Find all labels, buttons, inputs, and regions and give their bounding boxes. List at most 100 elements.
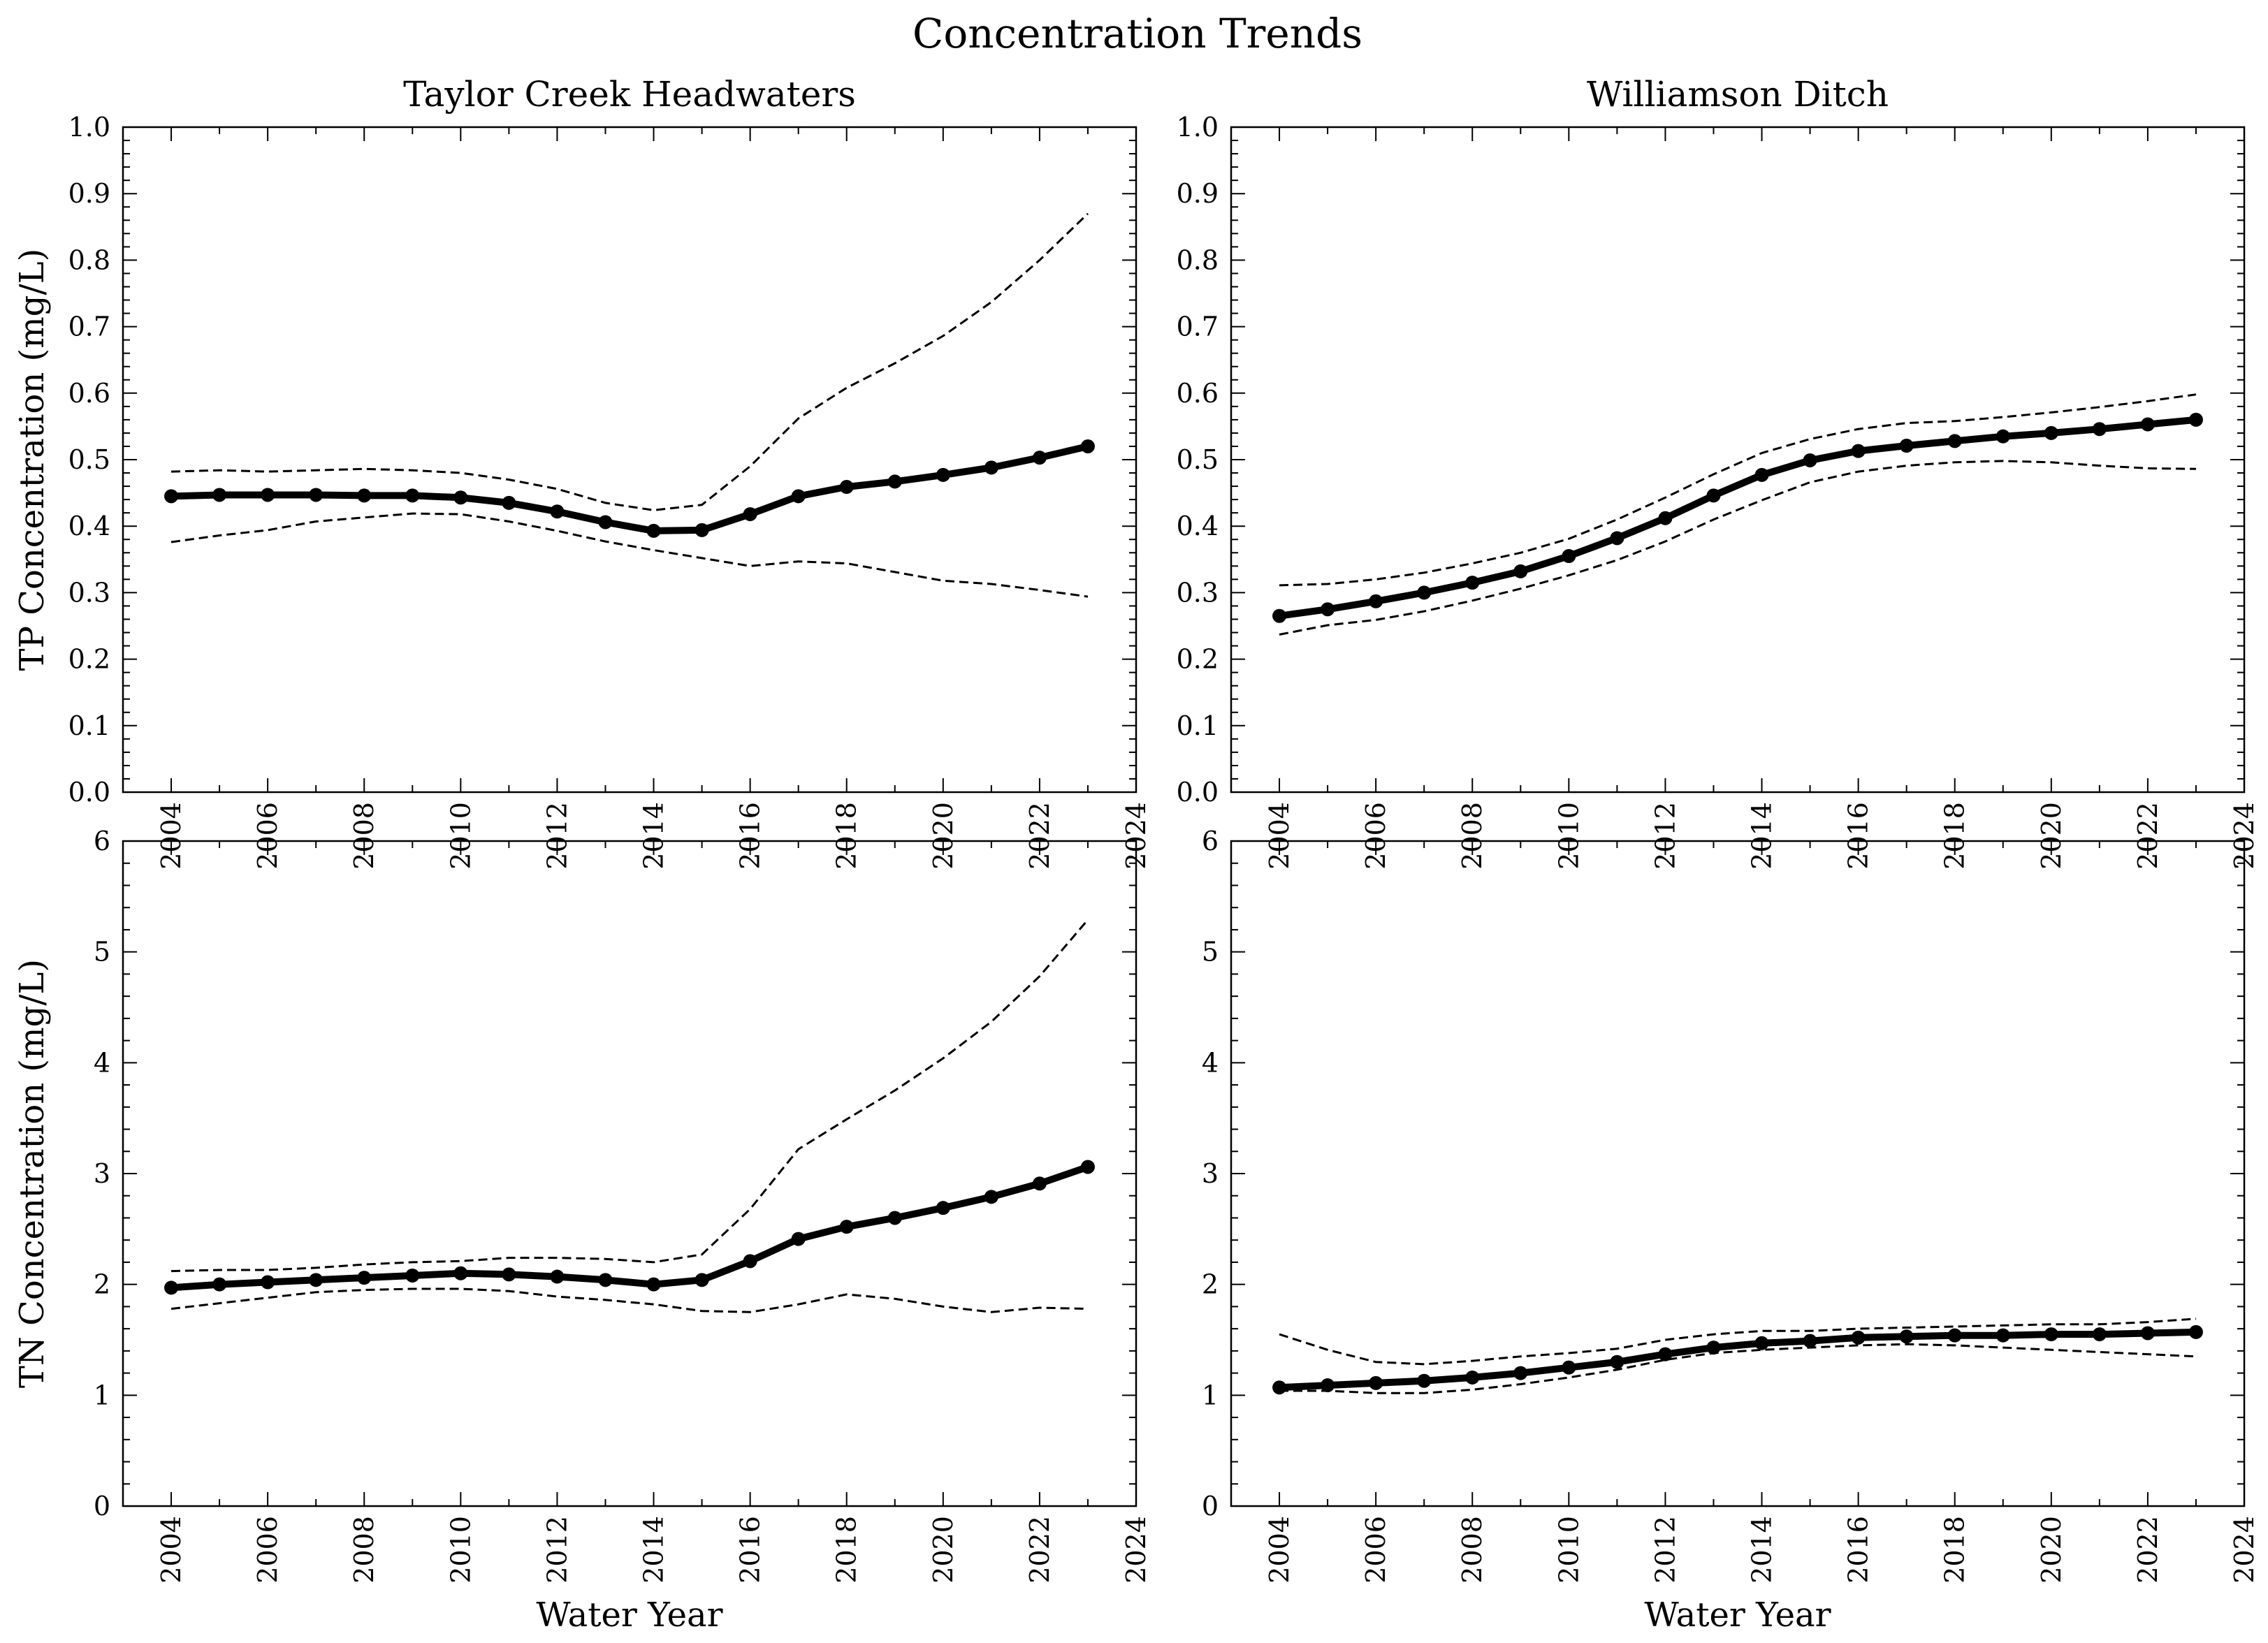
tp-taylor-creek-mean-point — [1080, 439, 1095, 453]
tp-taylor-creek-y-tick-label: 0.3 — [68, 577, 110, 608]
tn-williamson-ditch-y-tick-label: 2 — [1202, 1269, 1219, 1300]
tp-taylor-creek-mean-point — [405, 488, 420, 503]
tn-williamson-ditch-mean-point — [1417, 1373, 1432, 1388]
tp-williamson-ditch-x-tick-label: 2010 — [1553, 802, 1584, 870]
tn-taylor-creek-y-axis-label: TN Concentration (mg/L) — [13, 959, 52, 1388]
tp-williamson-ditch-y-tick-label: 0.4 — [1177, 511, 1219, 541]
tn-taylor-creek-mean-point — [743, 1254, 757, 1269]
tp-williamson-ditch-mean-point — [1706, 488, 1721, 503]
tn-williamson-ditch-mean-point — [1706, 1341, 1721, 1355]
tn-williamson-ditch-upper-ci-line — [1279, 1317, 2197, 1366]
tp-taylor-creek-mean-point — [1032, 451, 1047, 465]
tn-taylor-creek-mean-point — [984, 1190, 998, 1204]
tp-williamson-ditch-x-tick-label: 2004 — [1264, 802, 1295, 870]
tp-williamson-ditch-mean-point — [1513, 564, 1528, 578]
tp-taylor-creek-mean-point — [309, 488, 324, 502]
tp-taylor-creek-x-tick-label: 2014 — [639, 802, 669, 870]
tp-taylor-creek-mean-point — [502, 495, 516, 510]
tp-williamson-ditch-y-tick-label: 0.7 — [1177, 312, 1219, 342]
tn-taylor-creek-x-tick-label: 2024 — [1121, 1516, 1151, 1584]
tp-williamson-ditch-upper-ci-line — [1279, 393, 2197, 587]
tn-taylor-creek-mean-point — [646, 1277, 661, 1292]
tp-williamson-ditch-x-tick-label: 2014 — [1747, 802, 1778, 870]
tn-williamson-ditch-x-tick-label: 2020 — [2036, 1516, 2067, 1584]
tn-williamson-ditch-mean-point — [1272, 1380, 1287, 1395]
tp-williamson-ditch-mean-line — [1279, 416, 2197, 620]
tn-taylor-creek-y-tick-label: 5 — [94, 937, 110, 967]
tn-williamson-ditch-mean-point — [1562, 1360, 1576, 1375]
tn-taylor-creek-mean-point — [357, 1271, 372, 1285]
tp-taylor-creek-mean-line — [170, 443, 1089, 534]
tp-williamson-ditch-mean-point — [1996, 429, 2010, 444]
tp-taylor-creek-mean-point — [743, 507, 757, 522]
tn-williamson-ditch-mean-point — [1658, 1347, 1673, 1361]
tn-williamson-ditch-x-axis-label: Water Year — [1644, 1595, 1831, 1635]
tn-taylor-creek-mean-line — [170, 1163, 1089, 1292]
tn-williamson-ditch-mean-point — [2044, 1327, 2058, 1342]
tn-williamson-ditch-x-tick-label: 2024 — [2229, 1516, 2260, 1584]
tp-taylor-creek-y-tick-label: 0.7 — [68, 312, 110, 342]
tp-williamson-ditch-mean-point — [1899, 439, 1914, 453]
tp-williamson-ditch-mean-point — [1658, 511, 1673, 525]
tp-williamson-ditch-x-tick-label: 2006 — [1360, 802, 1391, 870]
tn-taylor-creek-mean-point — [839, 1220, 854, 1234]
tp-taylor-creek-y-tick-label: 0.1 — [68, 710, 110, 741]
tn-williamson-ditch-mean-point — [1754, 1336, 1769, 1350]
tn-taylor-creek-y-tick-label: 2 — [94, 1269, 110, 1300]
tn-taylor-creek-x-tick-label: 2022 — [1024, 1516, 1055, 1584]
tn-williamson-ditch-y-tick-label: 0 — [1202, 1491, 1219, 1521]
tn-williamson-ditch-mean-point — [1851, 1330, 1866, 1345]
tn-williamson-ditch-lower-ci-line — [1279, 1343, 2197, 1394]
tn-williamson-ditch-x-tick-label: 2004 — [1264, 1516, 1295, 1584]
tp-taylor-creek-mean-point — [984, 460, 998, 475]
tn-taylor-creek-panel: 2004 2006 2008 2010 2012 2014 2016 2018 2020 2022… — [13, 826, 1151, 1635]
tp-taylor-creek-x-tick-label: 2006 — [252, 802, 283, 870]
tp-williamson-ditch-mean-point — [1947, 434, 1962, 448]
tp-taylor-creek-mean-point — [887, 474, 902, 489]
tp-taylor-creek-upper-ci-line — [170, 212, 1089, 511]
subplot-grid: 2004 2006 2008 2010 2012 2014 2016 2018 2020 2022… — [13, 74, 2260, 1635]
tp-williamson-ditch-mean-point — [2188, 412, 2203, 427]
tn-williamson-ditch-mean-point — [1996, 1328, 2010, 1343]
tn-taylor-creek-mean-point — [1080, 1160, 1095, 1174]
tp-williamson-ditch-x-tick-label: 2016 — [1843, 802, 1874, 870]
tp-williamson-ditch-title: Williamson Ditch — [1587, 74, 1889, 115]
tp-williamson-ditch-y-tick-label: 0.1 — [1177, 710, 1219, 741]
tp-taylor-creek-y-tick-label: 0.4 — [68, 511, 110, 541]
tn-williamson-ditch-y-tick-label: 1 — [1202, 1380, 1219, 1410]
tp-taylor-creek-mean-point — [357, 488, 372, 503]
tp-williamson-ditch-panel: 2004 2006 2008 2010 2012 2014 2016 2018 2020 2022… — [1177, 74, 2260, 870]
tn-taylor-creek-x-tick-label: 2020 — [928, 1516, 959, 1584]
tn-williamson-ditch-mean-point — [1610, 1354, 1624, 1369]
tp-taylor-creek-mean-point — [695, 523, 709, 537]
tn-taylor-creek-x-tick-label: 2018 — [831, 1516, 862, 1584]
tp-taylor-creek-y-tick-label: 0.0 — [68, 777, 110, 808]
tp-taylor-creek-x-tick-label: 2004 — [156, 802, 187, 870]
tp-taylor-creek-y-tick-label: 0.9 — [68, 178, 110, 209]
tp-taylor-creek-mean-point — [936, 467, 950, 482]
tp-taylor-creek-x-tick-label: 2010 — [445, 802, 476, 870]
tp-taylor-creek-mean-point — [839, 480, 854, 495]
tp-williamson-ditch-x-tick-label: 2022 — [2132, 802, 2163, 870]
tn-taylor-creek-x-tick-label: 2010 — [445, 1516, 476, 1584]
tp-taylor-creek-title: Taylor Creek Headwaters — [403, 74, 856, 115]
tn-taylor-creek-y-tick-label: 4 — [94, 1047, 110, 1078]
tn-taylor-creek-x-tick-label: 2004 — [156, 1516, 187, 1584]
tn-taylor-creek-y-tick-label: 6 — [94, 826, 110, 856]
tp-taylor-creek-y-tick-label: 0.8 — [68, 244, 110, 275]
tp-taylor-creek-x-tick-label: 2008 — [349, 802, 379, 870]
tn-taylor-creek-mean-point — [261, 1275, 275, 1290]
tn-williamson-ditch-x-tick-label: 2008 — [1457, 1516, 1488, 1584]
tn-taylor-creek-mean-point — [936, 1201, 950, 1215]
tp-taylor-creek-x-tick-label: 2018 — [831, 802, 862, 870]
tn-williamson-ditch-mean-point — [2092, 1327, 2107, 1342]
tp-taylor-creek-mean-point — [791, 489, 806, 504]
tp-williamson-ditch-mean-point — [2044, 425, 2058, 440]
tn-williamson-ditch-x-tick-label: 2018 — [1940, 1516, 1970, 1584]
tp-taylor-creek-x-tick-label: 2012 — [541, 802, 572, 870]
tn-williamson-ditch-panel: 2004 2006 2008 2010 2012 2014 2016 2018 2020 2022… — [1202, 826, 2260, 1635]
tp-taylor-creek-x-tick-label: 2022 — [1024, 802, 1055, 870]
tn-taylor-creek-y-tick-label: 3 — [94, 1158, 110, 1189]
tp-williamson-ditch-mean-point — [1369, 594, 1383, 608]
